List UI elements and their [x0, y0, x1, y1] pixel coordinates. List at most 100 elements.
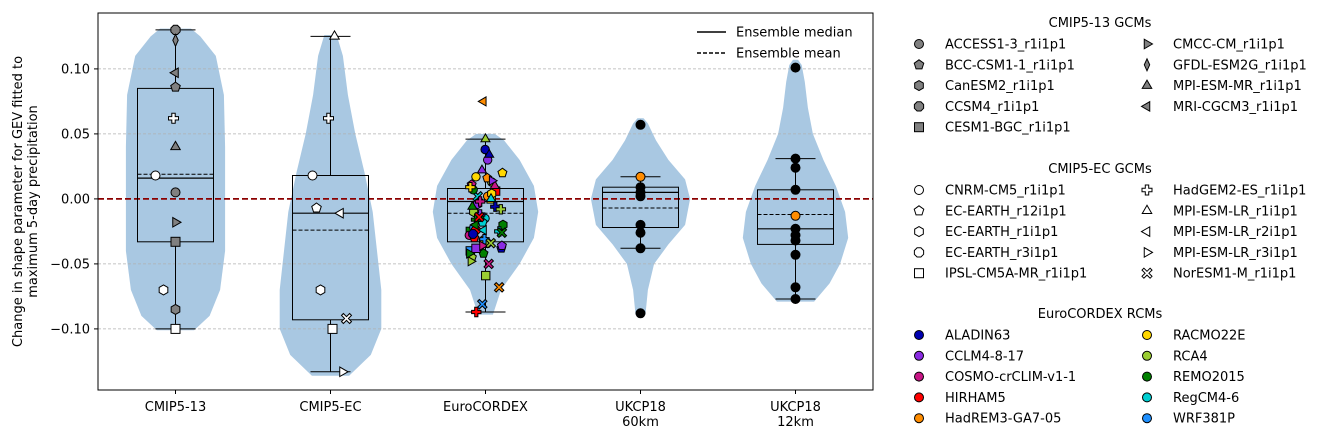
legend-marker: [914, 80, 924, 92]
data-point: [489, 179, 501, 189]
legend-label: ALADIN63: [945, 329, 1010, 344]
data-point: [477, 96, 487, 107]
data-point: [468, 229, 478, 239]
legend-label: CESM1-BGC_r1i1p1: [945, 121, 1071, 136]
data-point: [790, 235, 801, 246]
data-point: [790, 184, 801, 195]
box-1: [292, 175, 369, 321]
legend-marker: [1140, 100, 1151, 113]
data-point: [476, 164, 488, 174]
data-point: [172, 216, 183, 228]
data-point: [493, 281, 505, 293]
data-point: [476, 298, 488, 310]
data-points: [150, 24, 801, 378]
plot-legend-label: Ensemble mean: [736, 47, 841, 62]
y-axis-label: Change in shape parameter for GEV fitted…: [11, 56, 41, 347]
legend-marker: [913, 59, 925, 70]
legend-label: EC-EARTH_r3i1p1: [945, 246, 1058, 261]
data-point: [479, 240, 489, 252]
data-point: [311, 202, 322, 213]
data-point: [485, 192, 497, 202]
legend-marker: [914, 268, 924, 279]
data-point: [170, 187, 181, 198]
legend-marker: [1141, 204, 1153, 215]
data-point: [635, 191, 646, 202]
legend-label: MPI-ESM-LR_r2i1p1: [1173, 225, 1298, 240]
legend-label: IPSL-CM5A-MR_r1i1p1: [945, 267, 1087, 282]
violin-0: [125, 28, 226, 331]
data-point: [790, 282, 801, 293]
legend-label: EC-EARTH_r1i1p1: [945, 225, 1058, 240]
data-point: [479, 233, 490, 245]
y-tick-label: −0.10: [50, 322, 90, 337]
legend-marker: [914, 392, 924, 403]
legend-label: WRF381P: [1173, 412, 1235, 427]
data-point: [497, 167, 508, 178]
legend-marker: [913, 247, 925, 258]
legend-marker: [914, 330, 924, 340]
data-point: [477, 224, 487, 236]
legend-label: CCLM4-8-17: [945, 349, 1024, 364]
x-tick-label: UKCP18: [770, 400, 821, 415]
legend-marker: [1143, 38, 1154, 50]
legend-marker: [913, 205, 925, 216]
legend-marker: [1142, 350, 1152, 361]
legend-label: MPI-ESM-LR_r3i1p1: [1173, 246, 1298, 261]
legend-marker: [1143, 246, 1154, 259]
data-point: [327, 323, 338, 334]
legend-group-title: CMIP5-EC GCMs: [1048, 162, 1152, 177]
legend-marker: [1140, 225, 1151, 238]
legend-marker: [1141, 79, 1153, 89]
legend-label: NorESM1-M_r1i1p1: [1173, 267, 1296, 282]
violin-1: [279, 35, 382, 376]
data-point: [465, 181, 476, 193]
legend-marker: [1142, 371, 1152, 382]
data-point: [473, 211, 485, 223]
data-point: [307, 170, 318, 181]
legend-label: HadGEM2-ES_r1i1p1: [1173, 184, 1306, 199]
data-point: [170, 303, 181, 315]
data-point: [485, 237, 497, 249]
data-point: [150, 170, 161, 181]
legend-group-title: CMIP5-13 GCMs: [1049, 16, 1152, 31]
data-point: [323, 112, 334, 124]
data-point: [635, 308, 646, 319]
data-point: [790, 162, 801, 173]
data-point: [483, 258, 495, 270]
legend-label: RACMO22E: [1173, 329, 1245, 344]
data-point: [488, 175, 499, 187]
legend-label: ACCESS1-3_r1i1p1: [945, 38, 1066, 53]
data-point: [790, 294, 801, 304]
data-point: [635, 171, 646, 182]
legend-marker: [914, 185, 924, 195]
legend-marker: [1141, 184, 1153, 196]
data-point: [471, 172, 481, 182]
legend-label: EC-EARTH_r12i1p1: [945, 204, 1067, 219]
legend-label: CCSM4_r1i1p1: [945, 100, 1039, 115]
legend-label: REMO2015: [1173, 370, 1245, 385]
legend-marker: [1141, 267, 1153, 279]
y-tick-label: 0.10: [61, 62, 90, 77]
legend-marker: [914, 413, 924, 424]
data-point: [158, 284, 169, 296]
legend-label: CMCC-CM_r1i1p1: [1173, 38, 1285, 53]
data-point: [496, 227, 508, 239]
data-point: [490, 201, 501, 212]
legend-label: GFDL-ESM2G_r1i1p1: [1173, 58, 1307, 73]
x-tick-label: 12km: [777, 415, 814, 430]
data-point: [169, 140, 182, 151]
data-point: [328, 29, 341, 40]
data-point: [481, 270, 491, 281]
legend-marker: [914, 226, 924, 238]
legend-label: MPI-ESM-LR_r1i1p1: [1173, 204, 1298, 219]
legend-marker: [1142, 330, 1152, 340]
violin-3: [590, 118, 691, 315]
data-point: [635, 227, 646, 238]
data-point: [496, 240, 507, 250]
y-axis-label-line: Change in shape parameter for GEV fitted…: [11, 56, 26, 347]
legend-marker: [913, 101, 925, 112]
data-point: [467, 255, 477, 267]
legend-marker: [914, 39, 924, 49]
legend-label: HadREM3-GA7-05: [945, 412, 1061, 427]
x-tick-label: CMIP5-EC: [299, 400, 361, 415]
